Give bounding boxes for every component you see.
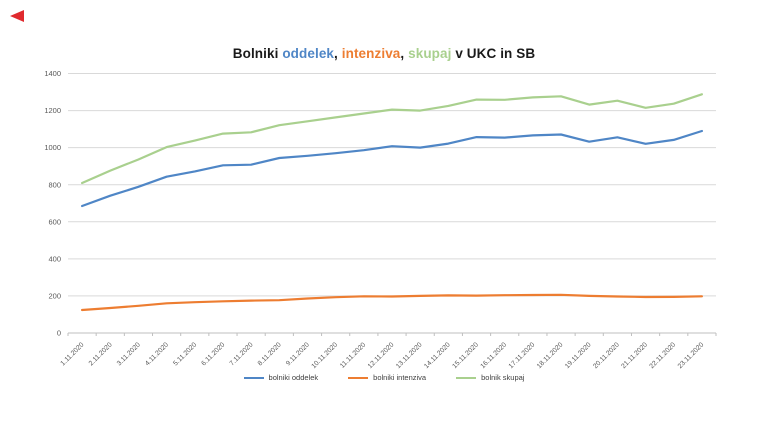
- x-axis-label: 19.11.2020: [564, 341, 593, 370]
- y-axis-label: 1000: [44, 143, 61, 152]
- legend-label: bolniki oddelek: [268, 373, 319, 382]
- x-axis-label: 3.11.2020: [116, 341, 142, 367]
- x-axis-label: 1.11.2020: [60, 341, 86, 367]
- x-axis-label: 11.11.2020: [339, 341, 367, 369]
- legend-item-bolniki-oddelek: bolniki oddelek: [243, 373, 319, 382]
- legend-label: bolniki intenziva: [373, 373, 427, 382]
- x-axis-label: 12.11.2020: [367, 341, 396, 370]
- title-segment: Bolniki: [232, 46, 283, 61]
- x-axis-label: 22.11.2020: [649, 341, 678, 370]
- title-segment: intenziva: [341, 46, 401, 61]
- title-segment: oddelek: [282, 46, 335, 61]
- y-axis-label: 0: [57, 329, 61, 338]
- y-axis-label: 800: [48, 180, 61, 189]
- x-axis-label: 15.11.2020: [451, 341, 480, 370]
- legend-item-bolniki-intenziva: bolniki intenziva: [348, 373, 426, 382]
- y-axis-label: 600: [48, 217, 61, 226]
- x-axis-label: 10.11.2020: [310, 341, 339, 370]
- x-axis-label: 16.11.2020: [479, 341, 508, 370]
- x-axis-label: 17.11.2020: [508, 341, 537, 370]
- title-segment: ,: [400, 46, 409, 61]
- x-axis-label: 23.11.2020: [677, 341, 706, 370]
- y-axis-label: 1400: [44, 69, 61, 78]
- y-axis-label: 200: [48, 292, 61, 301]
- x-axis-label: 7.11.2020: [229, 341, 255, 367]
- x-axis-label: 6.11.2020: [200, 341, 226, 367]
- chart-title: Bolniki oddelek, intenziva, skupaj v UKC…: [0, 46, 768, 61]
- title-segment: skupaj: [408, 46, 452, 61]
- y-axis-label: 1200: [44, 106, 61, 115]
- x-axis-label: 20.11.2020: [592, 341, 621, 370]
- x-axis-label: 5.11.2020: [172, 341, 198, 367]
- series-line-bolniki-oddelek: [80, 129, 704, 208]
- title-segment: v UKC in SB: [451, 46, 536, 61]
- x-axis-label: 8.11.2020: [257, 341, 283, 367]
- series-line-bolnik-skupaj: [80, 93, 704, 185]
- chart-legend: bolniki oddelek bolniki intenziva bolnik…: [0, 373, 768, 382]
- x-axis-label: 4.11.2020: [144, 341, 170, 367]
- legend-label: bolnik skupaj: [481, 373, 525, 382]
- red-arrow-shape: [10, 10, 24, 22]
- legend-item-bolnik-skupaj: bolnik skupaj: [456, 373, 524, 382]
- x-axis-label: 9.11.2020: [285, 341, 311, 367]
- legend-line-marker-orange: [348, 376, 369, 379]
- red-arrow-icon: [9, 9, 25, 23]
- legend-line-marker-blue: [243, 376, 264, 379]
- y-axis-label: 400: [48, 254, 61, 263]
- x-axis-label: 14.11.2020: [423, 341, 452, 370]
- x-axis-label: 2.11.2020: [88, 341, 114, 367]
- series-line-bolniki-intenziva: [80, 293, 704, 312]
- legend-line-marker-green: [456, 376, 477, 379]
- x-axis-label: 21.11.2020: [620, 341, 649, 370]
- x-axis-label: 13.11.2020: [395, 341, 424, 370]
- x-axis-label: 18.11.2020: [536, 341, 565, 370]
- title-segment: ,: [334, 46, 342, 61]
